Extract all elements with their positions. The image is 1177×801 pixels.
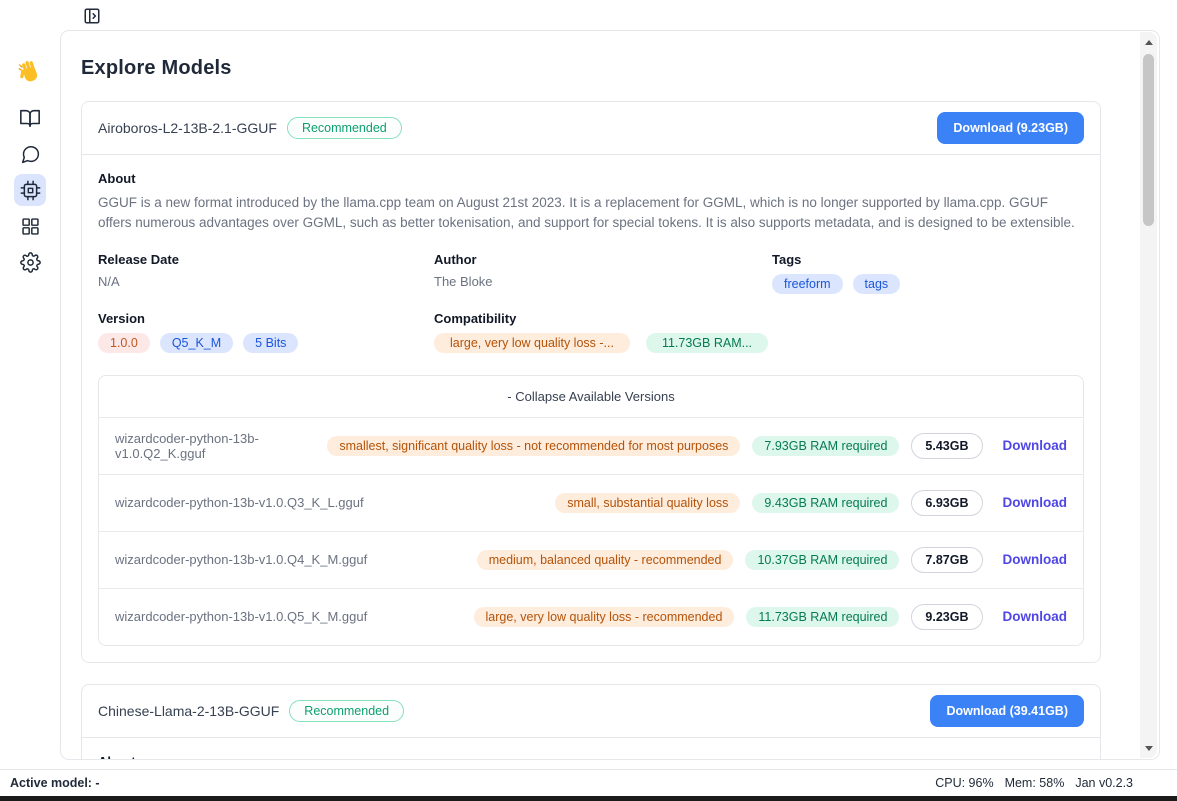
release-date-field: Release Date N/A bbox=[98, 252, 434, 294]
ram-badge: 9.43GB RAM required bbox=[752, 492, 900, 513]
sidebar-item-hub[interactable] bbox=[14, 174, 46, 206]
version-label: Version bbox=[98, 310, 145, 326]
version-download-link[interactable]: Download bbox=[1002, 495, 1068, 510]
model-card-airoboros: Airoboros-L2-13B-2.1-GGUF Recommended Do… bbox=[81, 101, 1101, 663]
scroll-up-button[interactable] bbox=[1140, 34, 1157, 50]
model-card-header: Airoboros-L2-13B-2.1-GGUF Recommended Do… bbox=[82, 102, 1100, 155]
model-meta: Release Date N/A Author The Bloke Tags f… bbox=[98, 252, 1084, 294]
recommended-badge: Recommended bbox=[286, 117, 402, 139]
app-version: Jan v0.2.3 bbox=[1075, 776, 1133, 790]
sidebar-item-docs[interactable] bbox=[14, 102, 46, 134]
about-label: About bbox=[98, 754, 1084, 760]
version-download-link[interactable]: Download bbox=[1002, 438, 1068, 453]
ram-badge: 10.37GB RAM required bbox=[745, 549, 900, 570]
version-row: wizardcoder-python-13b-v1.0.Q2_K.gguf sm… bbox=[99, 416, 1083, 474]
app-sidebar bbox=[0, 30, 60, 278]
cpu-chip-icon bbox=[20, 180, 40, 200]
tags-field: Tags freeform tags bbox=[772, 252, 1084, 294]
tags-label: Tags bbox=[772, 251, 802, 267]
memory-usage: Mem: 58% bbox=[1004, 776, 1065, 790]
sidebar-item-settings[interactable] bbox=[14, 246, 46, 278]
status-bar: Active model: - CPU: 96% Mem: 58% Jan v0… bbox=[0, 769, 1177, 796]
version-filename: wizardcoder-python-13b-v1.0.Q5_K_M.gguf bbox=[115, 609, 368, 624]
model-card-body: About GGUF is a new format introduced by… bbox=[82, 155, 1100, 662]
triangle-down-icon bbox=[1144, 745, 1153, 751]
taskbar-edge bbox=[0, 796, 1177, 801]
model-card-chinese-llama: Chinese-Llama-2-13B-GGUF Recommended Dow… bbox=[81, 683, 1101, 760]
panel-expand-icon bbox=[84, 8, 100, 24]
author-field: Author The Bloke bbox=[434, 252, 772, 294]
version-filename: wizardcoder-python-13b-v1.0.Q4_K_M.gguf bbox=[115, 552, 368, 567]
file-size-badge: 6.93GB bbox=[911, 489, 983, 516]
about-label: About bbox=[98, 171, 136, 186]
file-size-badge: 5.43GB bbox=[911, 432, 983, 459]
gear-icon bbox=[19, 251, 41, 273]
model-name: Chinese-Llama-2-13B-GGUF bbox=[98, 702, 280, 719]
release-date-label: Release Date bbox=[98, 251, 179, 267]
release-date-value: N/A bbox=[98, 273, 120, 289]
version-row: wizardcoder-python-13b-v1.0.Q4_K_M.gguf … bbox=[99, 530, 1083, 588]
tag-badge: freeform bbox=[772, 273, 843, 294]
version-download-link[interactable]: Download bbox=[1002, 552, 1068, 567]
chat-bubble-icon bbox=[21, 145, 39, 163]
version-badge: 1.0.0 bbox=[98, 332, 150, 353]
grid-icon bbox=[21, 217, 39, 235]
version-filename: wizardcoder-python-13b-v1.0.Q3_K_L.gguf bbox=[115, 495, 364, 510]
version-row: wizardcoder-python-13b-v1.0.Q5_K_M.gguf … bbox=[99, 587, 1083, 645]
quality-badge: smallest, significant quality loss - not… bbox=[327, 435, 741, 456]
quality-badge: large, very low quality loss - recommend… bbox=[473, 606, 735, 627]
bits-badge: 5 Bits bbox=[243, 332, 299, 353]
scroll-down-button[interactable] bbox=[1140, 740, 1157, 756]
quality-badge: large, very low quality loss -... bbox=[434, 332, 630, 353]
page-title: Explore Models bbox=[81, 57, 232, 79]
quality-badge: medium, balanced quality - recommended bbox=[476, 549, 734, 570]
vertical-scrollbar[interactable] bbox=[1140, 32, 1157, 758]
model-card-header: Chinese-Llama-2-13B-GGUF Recommended Dow… bbox=[82, 685, 1100, 738]
ram-badge: 11.73GB RAM... bbox=[645, 332, 769, 353]
active-model-status: Active model: - bbox=[10, 776, 100, 790]
ram-badge: 11.73GB RAM required bbox=[746, 606, 900, 627]
file-size-badge: 9.23GB bbox=[911, 603, 983, 630]
compatibility-field: Compatibility large, very low quality lo… bbox=[434, 311, 1084, 353]
sidebar-toggle-button[interactable] bbox=[82, 7, 102, 27]
model-download-button[interactable]: Download (39.41GB) bbox=[930, 694, 1084, 727]
wave-hand-icon bbox=[18, 61, 38, 82]
about-text: GGUF is a new format introduced by the l… bbox=[98, 195, 1075, 231]
cpu-usage: CPU: 96% bbox=[935, 776, 994, 790]
version-row: wizardcoder-python-13b-v1.0.Q3_K_L.gguf … bbox=[99, 473, 1083, 531]
version-filename: wizardcoder-python-13b-v1.0.Q2_K.gguf bbox=[115, 430, 259, 461]
author-label: Author bbox=[434, 251, 477, 267]
quality-badge: small, substantial quality loss bbox=[555, 492, 741, 513]
model-download-button[interactable]: Download (9.23GB) bbox=[937, 112, 1084, 144]
sidebar-item-home[interactable] bbox=[14, 56, 46, 88]
file-size-badge: 7.87GB bbox=[911, 546, 983, 573]
book-open-icon bbox=[20, 109, 40, 128]
recommended-badge: Recommended bbox=[289, 699, 405, 722]
version-field: Version 1.0.0 Q5_K_M 5 Bits bbox=[98, 311, 434, 353]
available-versions-table: - Collapse Available Versions wizardcode… bbox=[98, 374, 1084, 646]
scrollbar-thumb[interactable] bbox=[1143, 54, 1154, 226]
collapse-versions-toggle[interactable]: - Collapse Available Versions bbox=[507, 388, 675, 404]
explore-models-panel: Explore Models Airoboros-L2-13B-2.1-GGUF… bbox=[60, 30, 1160, 760]
ram-badge: 7.93GB RAM required bbox=[752, 435, 900, 456]
quantization-badge: Q5_K_M bbox=[159, 332, 234, 353]
model-name: Airoboros-L2-13B-2.1-GGUF bbox=[98, 120, 277, 136]
sidebar-item-apps[interactable] bbox=[14, 210, 46, 242]
triangle-up-icon bbox=[1144, 39, 1153, 45]
tag-badge: tags bbox=[852, 273, 901, 294]
version-download-link[interactable]: Download bbox=[1002, 609, 1068, 624]
model-meta-row2: Version 1.0.0 Q5_K_M 5 Bits Compatibilit… bbox=[98, 311, 1084, 353]
sidebar-item-chat[interactable] bbox=[14, 138, 46, 170]
compatibility-label: Compatibility bbox=[434, 310, 517, 326]
author-value: The Bloke bbox=[434, 273, 493, 289]
